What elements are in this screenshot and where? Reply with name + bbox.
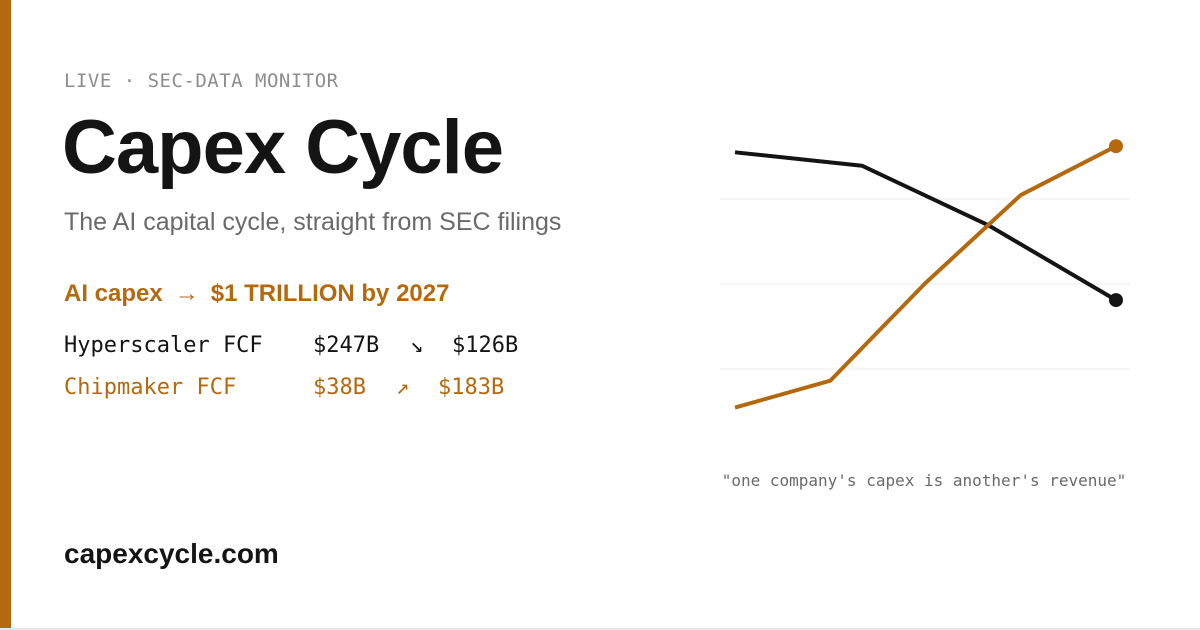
bottom-rule [0,628,1200,630]
stat-label: Hyperscaler FCF [64,333,263,358]
right-arrow-icon: → [174,280,199,307]
headline: AI capex → $1 TRILLION by 2027 [64,280,449,308]
stat-to-value: $126B [452,333,519,358]
stat-from-value: $247B [313,333,380,358]
site-url: capexcycle.com [64,538,279,569]
series-2-end-point [1109,139,1123,154]
series-line-2 [734,144,1117,410]
page-subtitle: The AI capital cycle, straight from SEC … [64,208,562,236]
trend-up-icon: ↗ [396,375,410,400]
stat-label: Chipmaker FCF [64,375,237,400]
page-title: Capex Cycle [62,105,504,190]
chart-quote: "one company's capex is another's revenu… [721,471,1127,490]
accent-bar [0,0,11,630]
series-line-1 [734,150,1118,302]
eyebrow-label: LIVE · SEC-DATA MONITOR [64,70,339,92]
series-1-end-point [1109,293,1123,308]
stat-from-value: $38B [313,375,366,400]
stat-to-value: $183B [438,375,505,400]
headline-left: AI capex [64,280,163,307]
headline-right: $1 TRILLION by 2027 [210,280,450,307]
trend-down-icon: ↘ [410,333,424,358]
